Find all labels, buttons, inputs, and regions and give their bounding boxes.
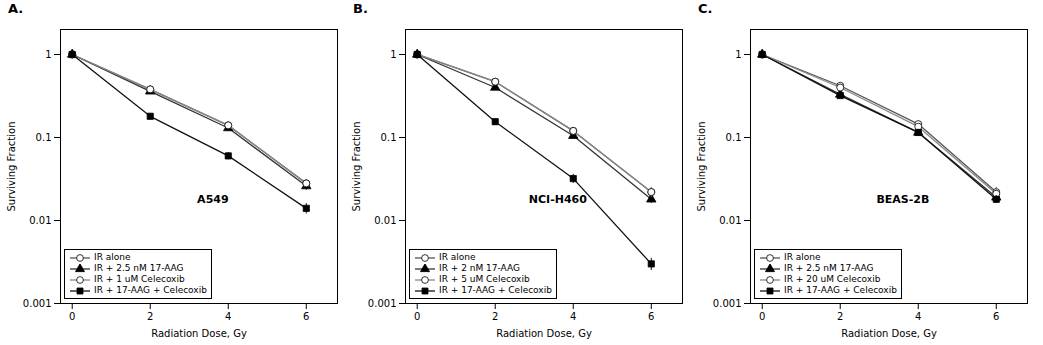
svg-text:0: 0: [414, 311, 420, 322]
svg-text:2: 2: [837, 311, 843, 322]
svg-text:1: 1: [45, 49, 51, 60]
svg-text:Radiation Dose, Gy: Radiation Dose, Gy: [496, 328, 592, 339]
svg-text:Surviving Fraction: Surviving Fraction: [6, 122, 17, 212]
svg-text:0.001: 0.001: [368, 298, 397, 309]
svg-text:A549: A549: [197, 193, 228, 206]
svg-text:Surviving Fraction: Surviving Fraction: [351, 122, 362, 212]
html-text:C.: C.: [698, 1, 713, 16]
svg-text:Surviving Fraction: Surviving Fraction: [696, 122, 707, 212]
html-text:IR alone: IR alone: [439, 252, 476, 262]
svg-text:0.001: 0.001: [23, 298, 52, 309]
svg-text:4: 4: [225, 311, 231, 322]
svg-text:6: 6: [993, 311, 999, 322]
svg-text:0: 0: [759, 311, 765, 322]
html-text:IR + 2 nM 17-AAG: IR + 2 nM 17-AAG: [439, 263, 520, 273]
svg-text:1: 1: [735, 49, 741, 60]
svg-text:0.1: 0.1: [726, 132, 742, 143]
html-text:IR + 1 uM Celecoxib: IR + 1 uM Celecoxib: [94, 274, 185, 284]
html-text:IR + 17-AAG + Celecoxib: IR + 17-AAG + Celecoxib: [439, 285, 552, 295]
html-text:IR alone: IR alone: [94, 252, 131, 262]
svg-text:4: 4: [570, 311, 576, 322]
html-text:IR + 17-AAG + Celecoxib: IR + 17-AAG + Celecoxib: [94, 285, 207, 295]
html-text:IR alone: IR alone: [784, 252, 821, 262]
html-text:B.: B.: [353, 1, 368, 16]
svg-text:6: 6: [303, 311, 309, 322]
svg-text:1: 1: [390, 49, 396, 60]
svg-text:0.001: 0.001: [713, 298, 742, 309]
svg-text:4: 4: [915, 311, 921, 322]
svg-text:0.1: 0.1: [381, 132, 397, 143]
html-text:IR + 2.5 nM 17-AAG: IR + 2.5 nM 17-AAG: [784, 263, 874, 273]
svg-text:0.01: 0.01: [374, 215, 396, 226]
svg-text:6: 6: [648, 311, 654, 322]
svg-text:2: 2: [492, 311, 498, 322]
svg-text:NCI-H460: NCI-H460: [529, 193, 587, 206]
svg-text:BEAS-2B: BEAS-2B: [876, 193, 929, 206]
html-text:IR + 2.5 nM 17-AAG: IR + 2.5 nM 17-AAG: [94, 263, 184, 273]
svg-text:0: 0: [69, 311, 75, 322]
svg-text:0.01: 0.01: [719, 215, 741, 226]
svg-text:0.01: 0.01: [29, 215, 51, 226]
html-text:IR + 17-AAG + Celecoxib: IR + 17-AAG + Celecoxib: [784, 285, 897, 295]
svg-text:0.1: 0.1: [36, 132, 52, 143]
svg-text:2: 2: [147, 311, 153, 322]
html-text:IR + 20 uM Celecoxib: IR + 20 uM Celecoxib: [784, 274, 881, 284]
html-text:IR + 5 uM Celecoxib: IR + 5 uM Celecoxib: [439, 274, 530, 284]
svg-text:Radiation Dose, Gy: Radiation Dose, Gy: [841, 328, 937, 339]
svg-text:Radiation Dose, Gy: Radiation Dose, Gy: [151, 328, 247, 339]
html-text:A.: A.: [8, 1, 24, 16]
